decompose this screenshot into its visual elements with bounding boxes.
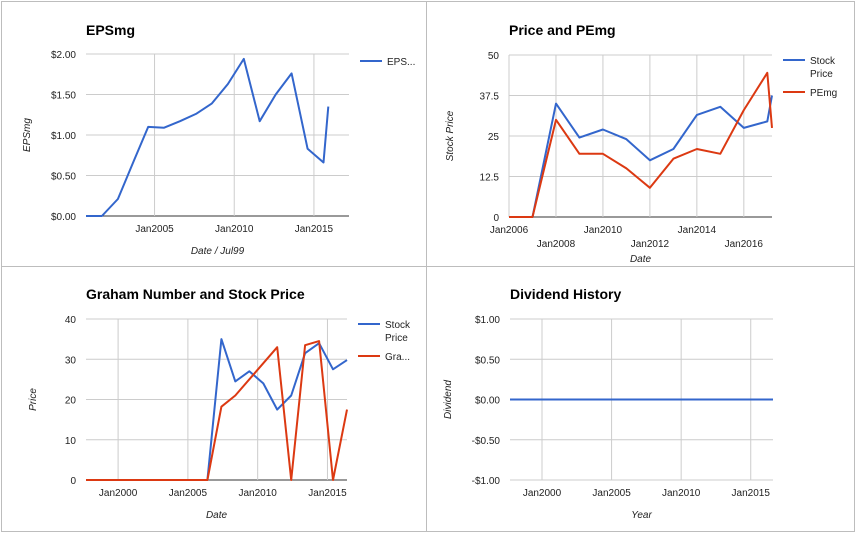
y-tick-label: $1.50 bbox=[51, 91, 76, 102]
chart-svg: Price and PEmg 0 12.5 25 37.5 50 Jan2006 Jan200… bbox=[445, 22, 837, 265]
x-tick-label: Jan2010 bbox=[662, 488, 701, 499]
y-tick-label: $0.50 bbox=[475, 355, 500, 366]
x-axis-label: Date bbox=[630, 254, 652, 265]
x-tick-label: Jan2005 bbox=[135, 224, 174, 235]
y-tick-label: $0.50 bbox=[51, 172, 76, 183]
y-tick-label: $2.00 bbox=[51, 50, 76, 61]
series-line-0 bbox=[86, 57, 330, 217]
chart-title: EPSmg bbox=[86, 22, 135, 38]
legend-label: Price bbox=[385, 333, 408, 344]
x-tick-label: Jan2014 bbox=[678, 225, 717, 236]
x-tick-label: Jan2010 bbox=[584, 225, 623, 236]
price-pe-chart-panel: Price and PEmg 0 12.5 25 37.5 50 Jan2006 Jan200… bbox=[426, 1, 855, 267]
series-line-1 bbox=[86, 340, 348, 481]
y-tick-label: 30 bbox=[65, 355, 77, 366]
x-tick-label: Jan2005 bbox=[169, 488, 208, 499]
chart-svg: Dividend History -$1.00 -$0.50 $0.00 $0.50 $1… bbox=[443, 286, 773, 521]
legend-label: EPS... bbox=[387, 57, 415, 68]
y-tick-label: 0 bbox=[493, 213, 499, 224]
y-axis-label: EPSmg bbox=[22, 118, 33, 152]
y-tick-label: 20 bbox=[65, 396, 77, 407]
eps-chart-panel: EPSmg $0.00 $0.50 $1.00 $1.50 $2.00 Jan2005 Jan… bbox=[1, 1, 427, 267]
y-tick-label: $1.00 bbox=[475, 315, 500, 326]
x-axis-label: Date bbox=[206, 510, 228, 521]
series-line-0 bbox=[509, 95, 773, 218]
x-tick-label: Jan2000 bbox=[523, 488, 562, 499]
x-tick-label: Jan2015 bbox=[732, 488, 771, 499]
y-axis-label: Stock Price bbox=[445, 110, 456, 161]
y-tick-label: 10 bbox=[65, 436, 77, 447]
chart-svg: Graham Number and Stock Price 0 10 20 30 40 Ja… bbox=[28, 286, 411, 521]
chart-title: Graham Number and Stock Price bbox=[86, 286, 305, 302]
x-tick-label: Jan2000 bbox=[99, 488, 138, 499]
y-tick-label: -$0.50 bbox=[472, 436, 501, 447]
x-tick-label: Jan2006 bbox=[490, 225, 529, 236]
x-tick-label: Jan2012 bbox=[631, 239, 670, 250]
y-tick-label: 0 bbox=[70, 476, 76, 487]
series-line-1 bbox=[509, 71, 773, 218]
x-axis-label: Date / Jul99 bbox=[191, 246, 245, 257]
x-tick-label: Jan2015 bbox=[295, 224, 334, 235]
chart-title: Price and PEmg bbox=[509, 22, 616, 38]
legend-label: Stock bbox=[385, 320, 411, 331]
y-tick-label: 50 bbox=[488, 51, 500, 62]
y-tick-label: $0.00 bbox=[51, 212, 76, 223]
legend-label: PEmg bbox=[810, 88, 837, 99]
y-tick-label: 25 bbox=[488, 132, 500, 143]
series-line-0 bbox=[86, 338, 348, 481]
y-tick-label: 37.5 bbox=[480, 92, 500, 103]
legend-label: Price bbox=[810, 69, 833, 80]
legend-label: Gra... bbox=[385, 352, 410, 363]
chart-svg: EPSmg $0.00 $0.50 $1.00 $1.50 $2.00 Jan2005 Jan… bbox=[22, 22, 415, 257]
y-tick-label: $0.00 bbox=[475, 396, 500, 407]
chart-title: Dividend History bbox=[510, 286, 621, 302]
y-axis-label: Price bbox=[28, 388, 39, 411]
x-tick-label: Jan2010 bbox=[238, 488, 277, 499]
legend-label: Stock bbox=[810, 56, 836, 67]
y-tick-label: 40 bbox=[65, 315, 77, 326]
y-tick-label: 12.5 bbox=[480, 173, 500, 184]
graham-chart-panel: Graham Number and Stock Price 0 10 20 30 40 Ja… bbox=[1, 266, 427, 532]
dividend-chart-panel: Dividend History -$1.00 -$0.50 $0.00 $0.50 $1… bbox=[426, 266, 855, 532]
x-tick-label: Jan2015 bbox=[308, 488, 347, 499]
x-axis-label: Year bbox=[631, 510, 652, 521]
y-tick-label: -$1.00 bbox=[472, 476, 501, 487]
x-tick-label: Jan2005 bbox=[592, 488, 631, 499]
y-tick-label: $1.00 bbox=[51, 131, 76, 142]
x-tick-label: Jan2016 bbox=[725, 239, 764, 250]
x-tick-label: Jan2010 bbox=[215, 224, 254, 235]
y-axis-label: Dividend bbox=[443, 380, 454, 419]
x-tick-label: Jan2008 bbox=[537, 239, 576, 250]
